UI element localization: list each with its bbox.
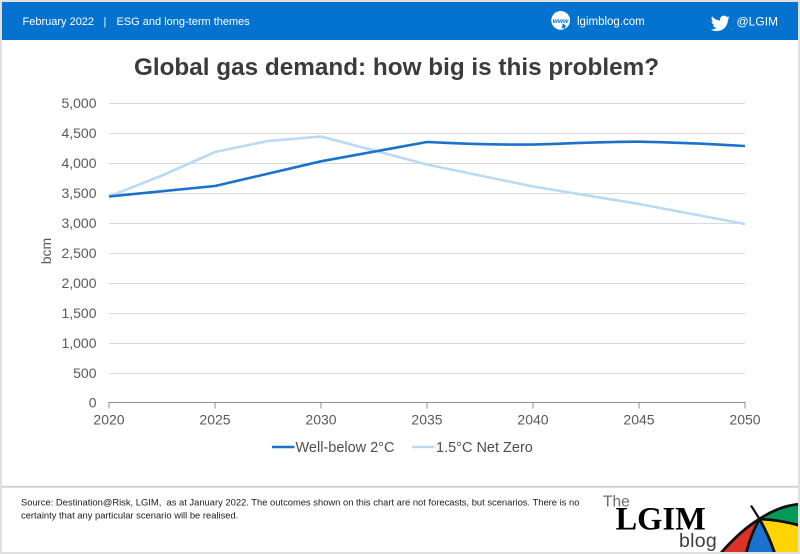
svg-text:2025: 2025 <box>199 412 230 428</box>
svg-text:2035: 2035 <box>411 412 442 428</box>
svg-text:LGIM: LGIM <box>616 502 706 538</box>
svg-text:2045: 2045 <box>623 412 654 428</box>
svg-text:0: 0 <box>89 394 97 410</box>
svg-text:4,000: 4,000 <box>61 155 96 171</box>
svg-text:2040: 2040 <box>517 412 548 428</box>
svg-text:The: The <box>603 494 630 511</box>
svg-text:2020: 2020 <box>93 412 124 428</box>
svg-text:4,500: 4,500 <box>61 125 96 141</box>
svg-text:2030: 2030 <box>305 412 336 428</box>
svg-text:Well-below 2°C: Well-below 2°C <box>296 440 395 456</box>
svg-text:blog: blog <box>679 530 717 552</box>
svg-text:5,000: 5,000 <box>61 95 96 111</box>
svg-text:www: www <box>553 18 570 25</box>
svg-text:February 2022: February 2022 <box>23 16 95 28</box>
svg-text:1,500: 1,500 <box>61 305 96 321</box>
svg-text:|: | <box>104 16 107 28</box>
svg-text:Source: Destination@Risk, LGIM: Source: Destination@Risk, LGIM, as at Ja… <box>21 497 579 508</box>
svg-text:Global gas demand: how big is: Global gas demand: how big is this probl… <box>134 54 659 81</box>
svg-text:3,000: 3,000 <box>61 215 96 231</box>
svg-text:ESG and long-term themes: ESG and long-term themes <box>117 16 251 28</box>
svg-text:2050: 2050 <box>729 412 760 428</box>
svg-text:bcm: bcm <box>38 238 54 264</box>
svg-text:2,500: 2,500 <box>61 245 96 261</box>
svg-text:1,000: 1,000 <box>61 335 96 351</box>
svg-text:@LGIM: @LGIM <box>737 14 779 28</box>
svg-text:lgimblog.com: lgimblog.com <box>577 16 645 28</box>
svg-text:500: 500 <box>73 365 97 381</box>
svg-text:certainty that any particular: certainty that any particular scenario w… <box>21 510 238 521</box>
svg-text:1.5°C Net Zero: 1.5°C Net Zero <box>436 440 533 456</box>
svg-text:2,000: 2,000 <box>61 275 96 291</box>
svg-text:3,500: 3,500 <box>61 185 96 201</box>
